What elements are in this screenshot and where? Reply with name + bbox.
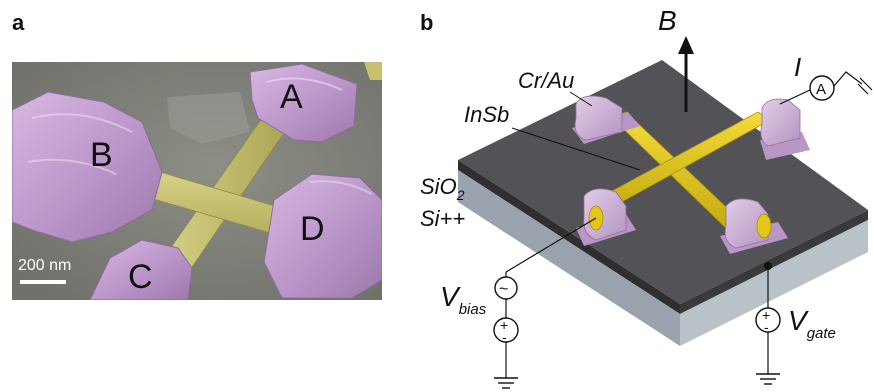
panel-a-letter: a xyxy=(12,10,25,35)
scale-bar-label: 200 nm xyxy=(18,257,71,274)
si-substrate-left xyxy=(458,170,680,346)
ground-top-right-1 xyxy=(859,77,873,91)
dc-gate-plus: + xyxy=(762,307,770,323)
sio2-layer-right xyxy=(680,210,868,314)
contact-pad-top-left xyxy=(572,95,640,144)
ground-top-right-2 xyxy=(857,83,869,95)
contact-b-ridge xyxy=(27,113,133,175)
cr-au-leader xyxy=(569,91,593,107)
contact-d xyxy=(263,173,382,299)
device-schematic: B A I Cr/Au InSb SiO2 Si++ ~ + - Vbias +… xyxy=(420,5,873,389)
sem-residue xyxy=(167,92,250,144)
field-arrow-head xyxy=(678,36,694,54)
dc-gate-minus: - xyxy=(764,319,769,335)
vgate-label: Vgate xyxy=(788,305,836,342)
contact-c xyxy=(89,239,193,300)
insb-leader xyxy=(511,127,641,171)
sio2-layer-left xyxy=(458,160,680,314)
contact-label-b: B xyxy=(90,136,113,174)
insb-label: InSb xyxy=(464,102,509,127)
dc-gate-source xyxy=(755,307,781,333)
contact-b xyxy=(12,91,163,243)
dc-bias-plus: + xyxy=(500,317,508,333)
ac-source xyxy=(494,276,518,300)
sio2-label: SiO2 xyxy=(420,174,465,203)
panel-b-letter: b xyxy=(420,10,434,35)
contact-label-a: A xyxy=(280,78,303,116)
vbias-label: Vbias xyxy=(440,281,487,318)
si-label: Si++ xyxy=(420,206,465,231)
ammeter-symbol: A xyxy=(816,81,826,98)
cr-au-label: Cr/Au xyxy=(518,68,574,93)
dc-bias-source xyxy=(493,317,519,343)
si-substrate-right xyxy=(680,220,868,346)
bias-lead xyxy=(505,217,597,273)
contact-a xyxy=(249,63,358,143)
contact-pad-bottom-right xyxy=(720,198,788,254)
dc-bias-minus: - xyxy=(502,329,507,345)
current-label: I xyxy=(794,52,801,82)
ammeter-to-ground xyxy=(833,71,863,87)
contact-pad-top-right xyxy=(760,98,810,160)
field-label: B xyxy=(658,5,677,36)
sem-micrograph: A B C D 200 nm xyxy=(12,62,382,300)
ammeter xyxy=(809,75,835,101)
nanowire-stub-top xyxy=(364,62,382,80)
contact-label-d: D xyxy=(300,210,325,248)
scale-bar xyxy=(20,280,66,284)
contact-a-ridge xyxy=(266,77,343,91)
contact-label-c: C xyxy=(128,258,153,296)
current-wire xyxy=(779,89,811,105)
contact-d-ridge xyxy=(309,180,373,195)
ac-source-symbol: ~ xyxy=(499,281,508,298)
